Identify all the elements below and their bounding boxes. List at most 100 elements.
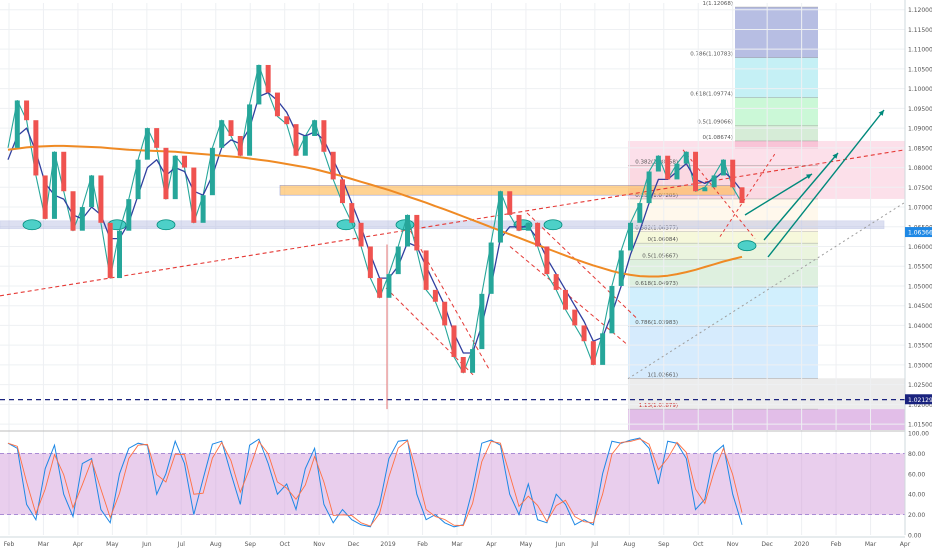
time-tick-label: Aug	[210, 541, 222, 548]
candle	[665, 155, 671, 180]
candle	[79, 207, 85, 231]
candle	[470, 349, 476, 373]
candle	[358, 222, 364, 247]
oscillator-tick-label: 20.00	[908, 512, 925, 519]
candle	[479, 293, 485, 350]
candle	[70, 191, 76, 231]
candle	[674, 163, 680, 180]
candle	[451, 325, 457, 357]
fib-label: 0.236(1.07205)	[635, 193, 678, 199]
candle	[51, 151, 57, 219]
oscillator-tick-label: 60.00	[908, 471, 925, 478]
fib-label: 0.382(1.06377)	[635, 226, 678, 232]
candle	[581, 325, 587, 342]
candle	[228, 120, 234, 136]
candle	[711, 175, 717, 188]
candle	[655, 155, 661, 172]
candle	[562, 289, 568, 310]
projection-arrow-head	[806, 174, 812, 180]
fib-band	[735, 140, 818, 149]
candle	[423, 250, 429, 290]
time-tick-label: May	[106, 541, 119, 548]
price-tick-label: 1.03500	[908, 343, 932, 350]
candle	[237, 135, 243, 156]
fib-label: 0.5(1.09066)	[697, 119, 733, 125]
oscillator-tick-label: 80.00	[908, 451, 925, 458]
candle	[544, 246, 550, 275]
fib-band	[735, 125, 818, 141]
candle	[618, 250, 624, 286]
fib-band	[628, 243, 818, 260]
candle	[219, 120, 225, 148]
candle	[265, 64, 271, 93]
price-label-box	[905, 394, 932, 405]
support-touch-marker	[543, 219, 563, 231]
time-tick-label: 2019	[380, 541, 395, 548]
fibonacci-retracement: 1(1.12068) 0.786(1.10783) 0.618(1.09774) 0.…	[628, 1, 905, 430]
candle	[535, 222, 541, 247]
price-tick-label: 1.02500	[908, 382, 932, 389]
time-tick-label: Nov	[313, 541, 325, 548]
support-touch-marker	[156, 219, 176, 231]
candle	[144, 128, 150, 160]
candle	[33, 120, 39, 176]
price-tick-label: 1.08000	[908, 165, 932, 172]
candle	[172, 155, 178, 200]
price-tick-label: 1.09000	[908, 126, 932, 133]
fib-label: 1.13(1.01879)	[639, 403, 678, 409]
price-tick-label: 1.11000	[908, 47, 932, 54]
candle	[460, 356, 466, 373]
candle	[154, 128, 160, 148]
candle	[349, 203, 355, 223]
fib-label: 1(1.02661)	[647, 372, 678, 378]
projection-arrow	[744, 173, 813, 216]
time-tick-label: Feb	[4, 541, 15, 548]
candle	[628, 222, 634, 251]
time-tick-label: Apr	[73, 541, 84, 548]
candle	[302, 135, 308, 156]
time-tick-label: Dec	[348, 541, 360, 548]
price-axis: 1.12000 1.11500 1.11000 1.10500 1.10000 1.095…	[904, 0, 932, 550]
projection-arrow	[763, 152, 839, 241]
candle	[442, 301, 448, 326]
time-tick-label: Mar	[865, 541, 877, 548]
time-tick-label: Mar	[38, 541, 50, 548]
price-label-text: 1.02129	[908, 397, 932, 404]
candle	[590, 341, 596, 365]
oscillator-band	[0, 453, 905, 515]
candle	[497, 191, 503, 243]
fib-label: 0.618(1.04973)	[635, 281, 678, 287]
time-tick-label: Feb	[831, 541, 842, 548]
candle	[116, 230, 122, 279]
candle	[516, 214, 522, 231]
fib-label: 1(1.12068)	[702, 1, 733, 7]
projection-arrow-head	[832, 153, 838, 159]
support-zone	[0, 220, 885, 230]
price-tick-label: 1.08500	[908, 145, 932, 152]
candle	[600, 333, 606, 365]
price-tick-label: 1.12000	[908, 7, 932, 14]
fib-label: 0.5(1.05667)	[642, 254, 678, 260]
axis-background	[905, 0, 932, 550]
price-tick-label: 1.06000	[908, 244, 932, 251]
candle	[386, 274, 392, 298]
candle	[182, 155, 188, 168]
candle	[126, 199, 132, 231]
time-tick-label: Jun	[555, 541, 566, 548]
time-tick-label: Feb	[417, 541, 428, 548]
fib-label: 0.618(1.09774)	[690, 92, 733, 98]
fib-band	[628, 409, 905, 430]
price-tick-label: 1.10000	[908, 86, 932, 93]
candle	[525, 222, 531, 231]
candle	[107, 222, 113, 279]
channel-line	[509, 246, 629, 346]
candle	[209, 147, 215, 196]
time-tick-label: Sep	[245, 541, 257, 548]
time-tick-label: Apr	[486, 541, 497, 548]
support-touch-marker	[737, 240, 757, 252]
projection-arrow	[767, 109, 885, 258]
candle	[163, 147, 169, 200]
candle	[135, 159, 141, 200]
price-tick-label: 1.11500	[908, 27, 932, 34]
